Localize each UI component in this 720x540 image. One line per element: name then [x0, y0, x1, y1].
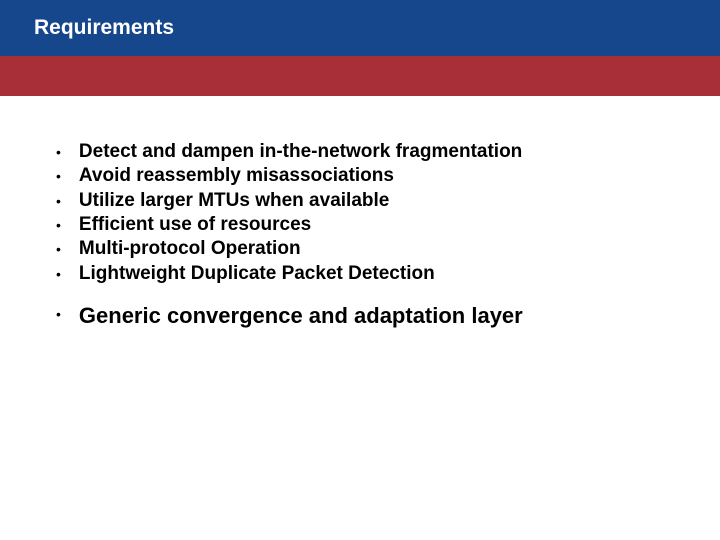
bullet-icon: •	[56, 266, 61, 284]
page-title: Requirements	[34, 16, 174, 40]
list-item: • Detect and dampen in-the-network fragm…	[56, 140, 688, 164]
bullet-text: Efficient use of resources	[79, 213, 311, 237]
bullet-icon: •	[56, 306, 61, 324]
header-blue-band: Requirements	[0, 0, 720, 56]
list-item: • Avoid reassembly misassociations	[56, 164, 688, 188]
bullet-icon: •	[56, 241, 61, 259]
bullet-text: Detect and dampen in-the-network fragmen…	[79, 140, 522, 164]
list-item: • Generic convergence and adaptation lay…	[56, 302, 688, 330]
list-item: • Multi-protocol Operation	[56, 237, 688, 261]
bullet-text: Avoid reassembly misassociations	[79, 164, 394, 188]
bullet-text: Generic convergence and adaptation layer	[79, 302, 523, 330]
bullet-list-group1: • Detect and dampen in-the-network fragm…	[56, 140, 688, 286]
content-area: • Detect and dampen in-the-network fragm…	[0, 96, 720, 330]
group-spacer	[56, 286, 688, 302]
bullet-icon: •	[56, 168, 61, 186]
bullet-text: Lightweight Duplicate Packet Detection	[79, 262, 435, 286]
bullet-text: Utilize larger MTUs when available	[79, 189, 389, 213]
bullet-icon: •	[56, 144, 61, 162]
list-item: • Efficient use of resources	[56, 213, 688, 237]
bullet-text: Multi-protocol Operation	[79, 237, 301, 261]
bullet-icon: •	[56, 217, 61, 235]
bullet-list-group2: • Generic convergence and adaptation lay…	[56, 302, 688, 330]
list-item: • Lightweight Duplicate Packet Detection	[56, 262, 688, 286]
header-red-band	[0, 56, 720, 96]
list-item: • Utilize larger MTUs when available	[56, 189, 688, 213]
bullet-icon: •	[56, 193, 61, 211]
